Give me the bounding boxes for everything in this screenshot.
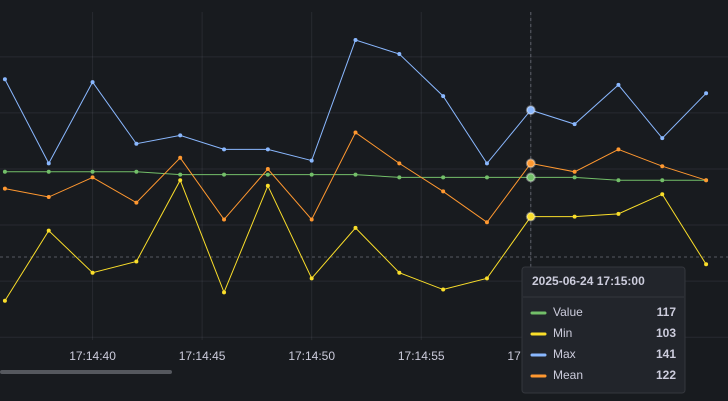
data-point bbox=[309, 217, 314, 222]
data-point bbox=[572, 175, 577, 180]
data-point bbox=[90, 169, 95, 174]
data-point bbox=[46, 195, 51, 200]
data-point bbox=[2, 298, 7, 303]
data-point bbox=[134, 259, 139, 264]
x-tick-label: 17:14:55 bbox=[398, 349, 445, 363]
tooltip-series-name: Mean bbox=[553, 368, 583, 382]
tooltip: 2025-06-24 17:15:00 Value 117 Min 103 Max 141 M… bbox=[521, 266, 686, 394]
tooltip-value: 141 bbox=[656, 347, 676, 361]
data-point bbox=[222, 172, 227, 177]
data-point bbox=[178, 172, 183, 177]
data-point bbox=[572, 169, 577, 174]
data-point bbox=[46, 161, 51, 166]
data-point bbox=[265, 147, 270, 152]
data-point bbox=[704, 91, 709, 96]
data-point bbox=[616, 178, 621, 183]
data-point bbox=[572, 122, 577, 127]
data-point bbox=[90, 80, 95, 85]
hover-point bbox=[525, 158, 536, 169]
data-point bbox=[397, 175, 402, 180]
data-point bbox=[441, 175, 446, 180]
data-point bbox=[616, 211, 621, 216]
x-tick-label: 17:14:50 bbox=[288, 349, 335, 363]
x-tick-label: 17:14:45 bbox=[179, 349, 226, 363]
data-point bbox=[660, 178, 665, 183]
hover-point bbox=[525, 105, 536, 116]
tooltip-value: 117 bbox=[657, 305, 677, 319]
data-point bbox=[309, 158, 314, 163]
data-point bbox=[397, 161, 402, 166]
data-point bbox=[178, 133, 183, 138]
tooltip-series-name: Max bbox=[553, 347, 576, 361]
data-point bbox=[353, 225, 358, 230]
scrollbar[interactable] bbox=[0, 370, 172, 374]
data-point bbox=[2, 186, 7, 191]
tooltip-value: 122 bbox=[656, 368, 676, 382]
data-point bbox=[353, 172, 358, 177]
data-point bbox=[660, 192, 665, 197]
data-point bbox=[353, 130, 358, 135]
data-point bbox=[397, 52, 402, 57]
data-point bbox=[2, 77, 7, 82]
data-point bbox=[134, 169, 139, 174]
data-point bbox=[265, 166, 270, 171]
tooltip-title: 2025-06-24 17:15:00 bbox=[532, 274, 645, 288]
data-point bbox=[265, 183, 270, 188]
data-point bbox=[46, 169, 51, 174]
data-point bbox=[222, 217, 227, 222]
data-point bbox=[660, 164, 665, 169]
data-point bbox=[397, 270, 402, 275]
data-point bbox=[572, 214, 577, 219]
tooltip-series-name: Min bbox=[553, 326, 572, 340]
hover-point bbox=[525, 172, 536, 183]
data-point bbox=[484, 175, 489, 180]
data-point bbox=[222, 290, 227, 295]
tooltip-series-name: Value bbox=[553, 305, 583, 319]
data-point bbox=[134, 200, 139, 205]
data-point bbox=[704, 178, 709, 183]
data-point bbox=[616, 147, 621, 152]
tooltip-value: 103 bbox=[656, 326, 676, 340]
data-point bbox=[134, 141, 139, 146]
tooltip-box bbox=[521, 266, 686, 394]
data-point bbox=[441, 94, 446, 99]
data-point bbox=[704, 262, 709, 267]
data-point bbox=[484, 276, 489, 281]
data-point bbox=[616, 82, 621, 87]
hover-point bbox=[525, 211, 536, 222]
data-point bbox=[441, 189, 446, 194]
data-point bbox=[309, 172, 314, 177]
data-point bbox=[222, 147, 227, 152]
data-point bbox=[178, 178, 183, 183]
data-point bbox=[178, 155, 183, 160]
data-point bbox=[46, 228, 51, 233]
data-point bbox=[353, 38, 358, 43]
data-point bbox=[265, 172, 270, 177]
data-point bbox=[90, 270, 95, 275]
x-tick-label: 17:14:40 bbox=[69, 349, 116, 363]
data-point bbox=[484, 220, 489, 225]
data-point bbox=[660, 136, 665, 141]
data-point bbox=[484, 161, 489, 166]
data-point bbox=[441, 287, 446, 292]
data-point bbox=[309, 276, 314, 281]
data-point bbox=[2, 169, 7, 174]
data-point bbox=[90, 175, 95, 180]
